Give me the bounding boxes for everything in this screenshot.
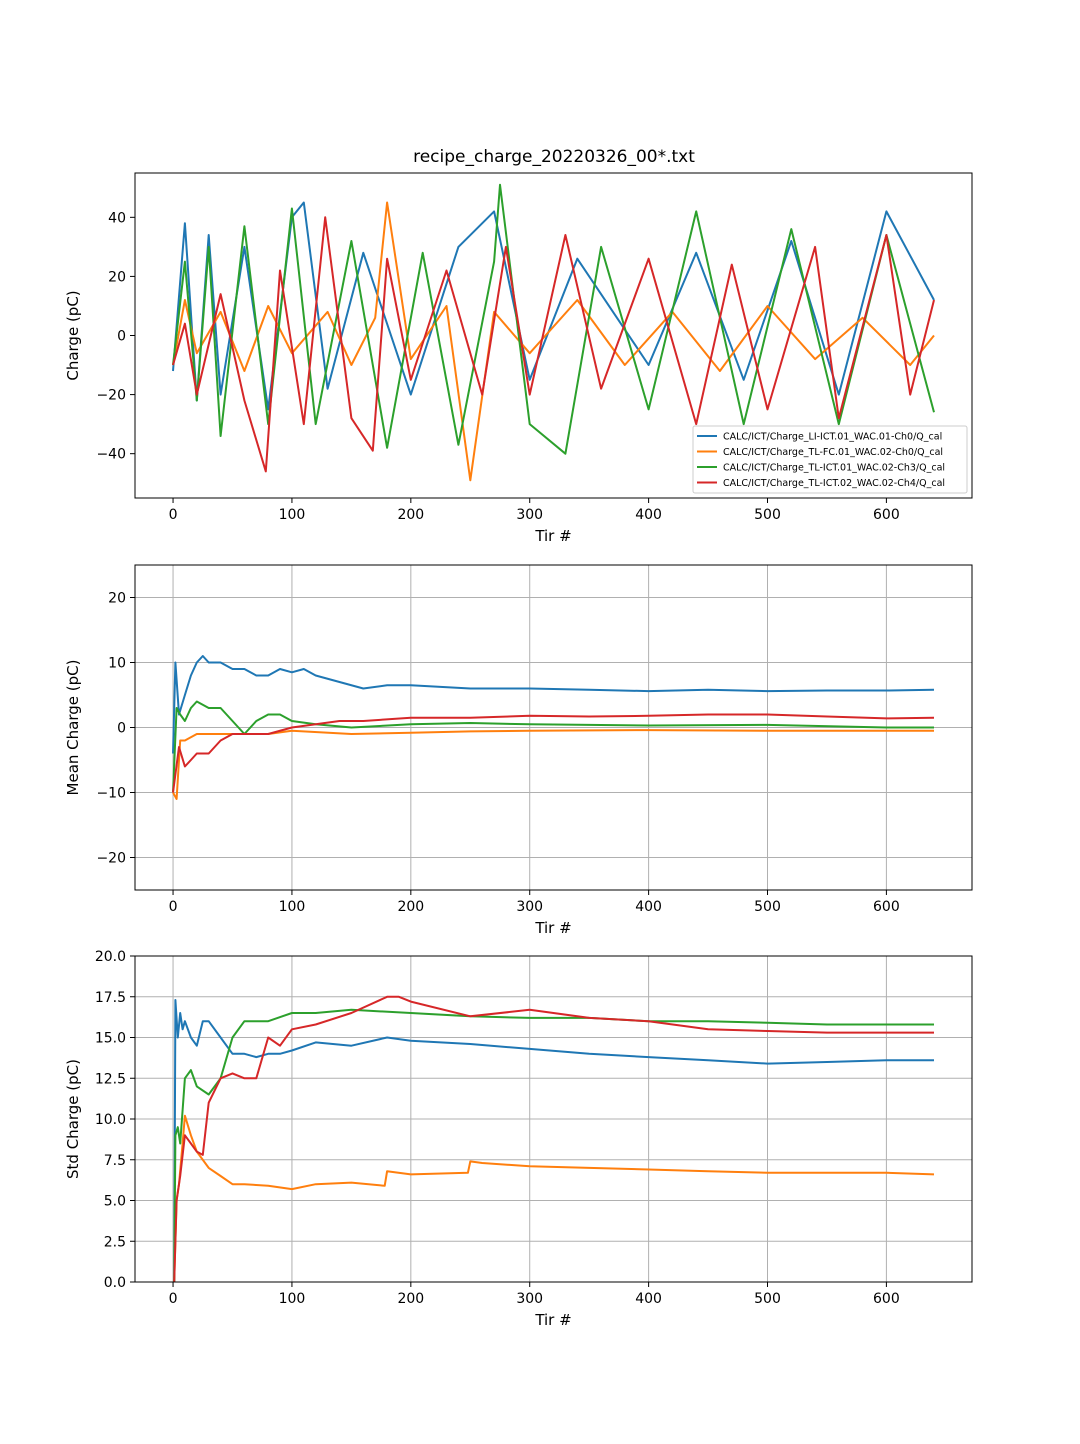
y-tick-label: 40 [108, 210, 126, 226]
x-tick-label: 500 [754, 1291, 781, 1307]
x-tick-label: 500 [754, 507, 781, 523]
std-charge-plot: 0 100 200 300 400 500 600 0.0 2.5 5.0 7.5 10.0 12.5 1… [64, 949, 973, 1329]
y-tick-label: 15.0 [95, 1031, 126, 1047]
x-tick-label: 300 [516, 899, 543, 915]
y-tick-label: −20 [96, 851, 126, 867]
x-tick-label: 100 [279, 507, 306, 523]
y-tick-label: 20 [108, 591, 126, 607]
legend-box [692, 425, 968, 494]
raw-charge-plot: 0 100 200 300 400 500 600 −40 −20 0 20 40 Tir # Charg… [64, 172, 973, 545]
legend-entry: CALC/ICT/Charge_TL-ICT.01_WAC.02-Ch3/Q_c… [723, 463, 945, 474]
x-tick-label: 400 [635, 507, 662, 523]
figure-title: recipe_charge_20220326_00*.txt [413, 147, 695, 167]
y-axis-label: Charge (pC) [64, 290, 82, 380]
y-tick-label: 0 [117, 721, 126, 737]
y-tick-label: 12.5 [95, 1071, 126, 1087]
x-tick-label: 100 [279, 1291, 306, 1307]
legend-entry: CALC/ICT/Charge_TL-ICT.02_WAC.02-Ch4/Q_c… [723, 478, 945, 489]
x-tick-label: 200 [397, 507, 424, 523]
x-tick-label: 600 [873, 507, 900, 523]
y-tick-label: −40 [96, 447, 126, 463]
x-tick-label: 100 [279, 899, 306, 915]
mean-charge-plot: 0 100 200 300 400 500 600 −20 −10 0 10 20 Tir # Mean … [64, 564, 973, 937]
legend-entry: CALC/ICT/Charge_TL-FC.01_WAC.02-Ch0/Q_ca… [723, 447, 943, 458]
y-axis-label: Mean Charge (pC) [64, 660, 82, 796]
y-tick-label: 0.0 [104, 1275, 126, 1291]
series-line-3 [173, 1008, 934, 1283]
x-tick-label: 400 [635, 1291, 662, 1307]
x-tick-label: 0 [169, 899, 178, 915]
series-line-2 [173, 1114, 935, 1283]
x-axis-label: Tir # [534, 527, 571, 545]
series-line-1 [172, 201, 935, 411]
legend: CALC/ICT/Charge_LI-ICT.01_WAC.01-Ch0/Q_c… [692, 425, 968, 494]
y-tick-label: 5.0 [104, 1194, 126, 1210]
x-tick-label: 500 [754, 899, 781, 915]
y-tick-label: 7.5 [104, 1153, 126, 1169]
series-line-4 [172, 713, 935, 793]
y-tick-label: 10.0 [95, 1112, 126, 1128]
x-tick-label: 200 [397, 1291, 424, 1307]
x-tick-label: 300 [516, 507, 543, 523]
x-tick-label: 400 [635, 899, 662, 915]
y-tick-label: −20 [96, 388, 126, 404]
series-line-3 [172, 700, 934, 793]
y-tick-label: 20 [108, 269, 126, 285]
y-tick-label: 2.5 [104, 1234, 126, 1250]
series-line-2 [172, 729, 934, 800]
series-line-3 [172, 183, 935, 455]
x-tick-label: 0 [169, 507, 178, 523]
x-tick-label: 300 [516, 1291, 543, 1307]
series-line-1 [172, 655, 935, 754]
series-line-2 [172, 201, 935, 482]
y-tick-label: 17.5 [95, 990, 126, 1006]
x-axis-label: Tir # [534, 1311, 571, 1329]
series-line-4 [173, 995, 934, 1283]
x-tick-label: 200 [397, 899, 424, 915]
x-tick-label: 600 [873, 899, 900, 915]
y-tick-label: 20.0 [95, 949, 126, 965]
x-axis-label: Tir # [534, 919, 571, 937]
x-tick-label: 600 [873, 1291, 900, 1307]
series-line-4 [172, 216, 935, 473]
y-tick-label: 0 [117, 329, 126, 345]
series-line-1 [173, 999, 934, 1283]
x-tick-label: 0 [169, 1291, 178, 1307]
y-axis-label: Std Charge (pC) [64, 1059, 82, 1179]
legend-entry: CALC/ICT/Charge_LI-ICT.01_WAC.01-Ch0/Q_c… [723, 432, 942, 443]
y-tick-label: −10 [96, 786, 126, 802]
y-tick-label: 10 [108, 656, 126, 672]
